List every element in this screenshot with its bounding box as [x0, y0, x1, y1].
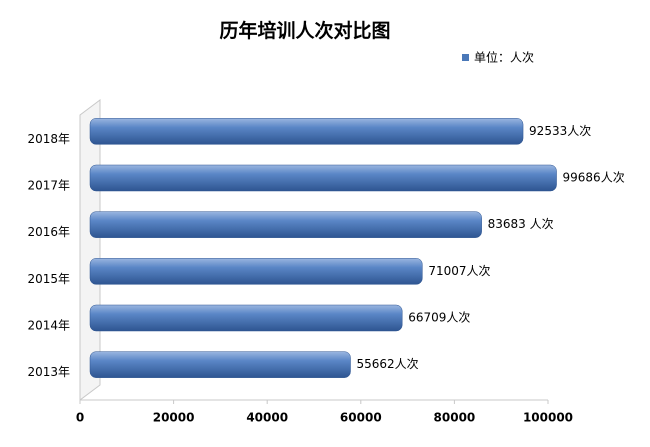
- x-tick-label: 60000: [340, 411, 382, 425]
- bar: [89, 211, 482, 238]
- value-label: 92533人次: [529, 124, 591, 138]
- legend-label: 单位：人次: [474, 50, 534, 65]
- x-tick-label: 100000: [523, 411, 573, 425]
- y-tick-label: 2013年: [27, 365, 70, 379]
- value-label: 83683 人次: [488, 217, 554, 231]
- bar: [89, 164, 557, 192]
- bar: [89, 304, 403, 332]
- bar: [89, 118, 524, 145]
- bar: [89, 351, 351, 378]
- y-tick-label: 2018年: [27, 132, 70, 146]
- y-tick-label: 2016年: [27, 225, 70, 239]
- x-tick-label: 40000: [246, 411, 288, 425]
- legend-swatch: [462, 54, 469, 61]
- x-tick-label: 20000: [153, 411, 195, 425]
- value-label: 55662人次: [356, 357, 418, 371]
- y-tick-label: 2015年: [27, 272, 70, 286]
- x-tick-label: 80000: [434, 411, 476, 425]
- chart-title: 历年培训人次对比图: [219, 19, 390, 42]
- y-tick-label: 2014年: [27, 319, 70, 333]
- value-label: 66709人次: [408, 311, 470, 325]
- y-tick-label: 2017年: [27, 179, 70, 193]
- bar: [89, 258, 423, 285]
- value-label: 71007人次: [428, 264, 490, 278]
- value-label: 99686人次: [563, 171, 625, 185]
- x-tick-label: 0: [76, 411, 84, 425]
